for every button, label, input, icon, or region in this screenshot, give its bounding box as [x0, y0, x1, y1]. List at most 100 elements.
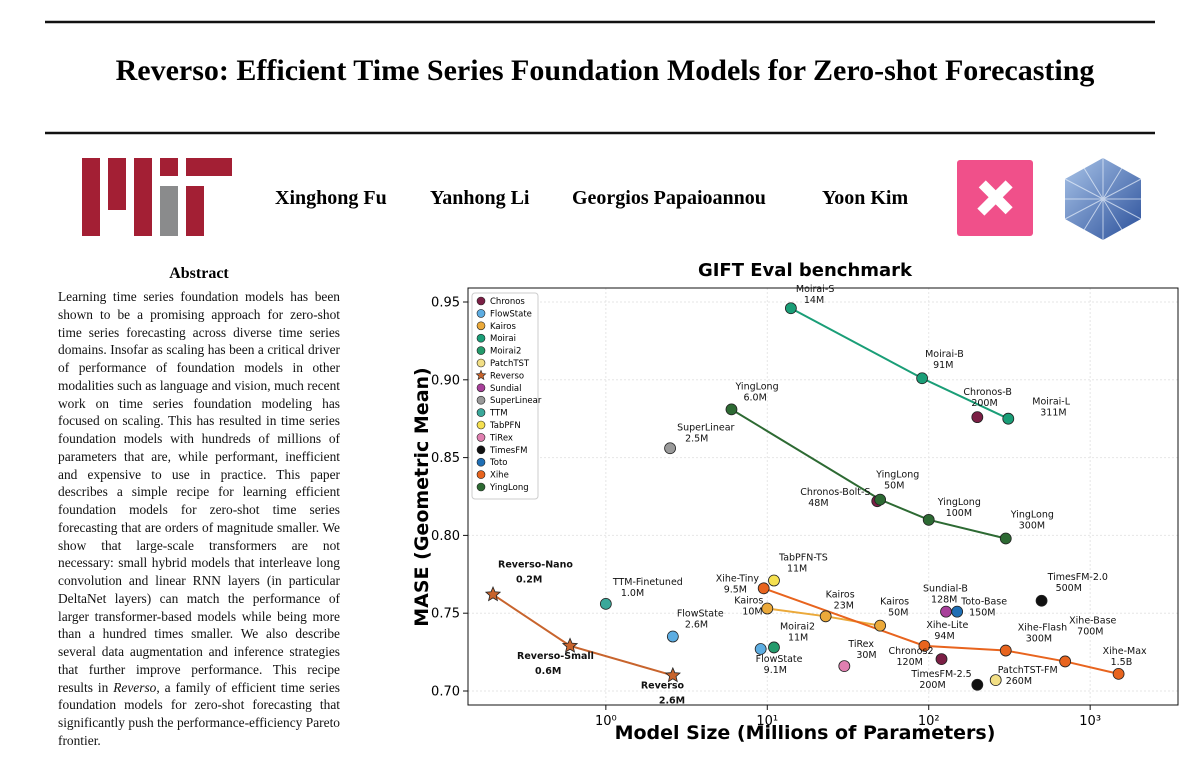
point-label: Chronos2 120M — [889, 646, 934, 668]
point-label-line: Moirai2 — [780, 621, 815, 632]
author: Yoon Kim — [822, 187, 908, 209]
abstract-part: , a family of efficient time series foun… — [58, 679, 340, 748]
point-label: Xihe-Lite 94M — [926, 620, 968, 642]
point-label-line: 300M — [1026, 634, 1052, 645]
point-label-line: Xihe-Lite — [926, 620, 968, 631]
point-label-line: YingLong — [937, 497, 981, 508]
legend-box — [471, 292, 539, 500]
point-label-line: 300M — [1019, 521, 1045, 532]
point — [999, 532, 1012, 545]
y-tick-label: 0.75 — [431, 607, 460, 622]
point-label: TTM-Finetuned 1.0M — [612, 577, 683, 599]
point — [819, 610, 832, 623]
legend-marker — [476, 321, 486, 331]
legend-marker — [476, 408, 486, 417]
y-tick-label: 0.95 — [431, 296, 460, 311]
pink-logo — [957, 160, 1033, 236]
point-label-line: 11M — [787, 564, 807, 575]
point-label-line: 311M — [1040, 408, 1066, 419]
point — [1035, 594, 1048, 607]
legend-marker — [476, 383, 486, 393]
point — [664, 442, 676, 455]
point-label: Xihe-Base 700M — [1069, 615, 1116, 637]
legend-marker — [476, 333, 486, 343]
point — [918, 639, 931, 652]
point-label-line: Kairos — [734, 596, 763, 607]
point-label: Kairos 10M — [734, 596, 763, 618]
legend-label: TTM — [489, 409, 508, 419]
chart-title: GIFT Eval benchmark — [698, 260, 913, 281]
point-label: Sundial-B 128M — [923, 584, 968, 606]
point — [922, 513, 935, 526]
point-label-line: Reverso — [641, 680, 685, 691]
point-label-line: FlowState — [756, 654, 803, 665]
point-label: Chronos-B 200M — [963, 387, 1012, 409]
x-axis-label: Model Size (Millions of Parameters) — [615, 722, 996, 744]
point — [874, 619, 887, 632]
point — [951, 605, 964, 618]
point-label-line: 48M — [808, 498, 828, 509]
legend-label: Moirai2 — [490, 347, 521, 357]
point-label-line: 6.0M — [743, 392, 766, 403]
point — [761, 602, 774, 615]
point-label-line: TimesFM-2.5 — [910, 669, 971, 680]
point — [561, 637, 579, 653]
point-label-line: 100M — [946, 508, 972, 519]
author: Xinghong Fu — [275, 187, 387, 209]
authors: Xinghong Fu Yanhong Li Georgios Papaioan… — [275, 187, 908, 209]
point-label: Chronos-Bolt-S 48M — [800, 487, 870, 509]
point-label: TabPFN-TS 11M — [778, 553, 828, 575]
point-label: FlowState 2.6M — [677, 609, 724, 631]
point-label-line: 14M — [804, 295, 824, 306]
legend-marker — [476, 358, 486, 368]
point-label-line: FlowState — [677, 609, 724, 620]
point-label-line: 2.6M — [659, 695, 685, 706]
point — [999, 644, 1012, 657]
point — [1059, 655, 1072, 668]
legend-marker — [476, 296, 486, 306]
point-label-line: YingLong — [1010, 510, 1054, 521]
point — [971, 678, 984, 691]
mit-logo — [82, 158, 232, 236]
x-tick-label: 10⁰ — [595, 714, 617, 729]
legend-label: YingLong — [489, 483, 529, 493]
legend-marker — [476, 470, 486, 479]
y-tick-label: 0.85 — [431, 451, 460, 466]
point-label-line: YingLong — [875, 470, 919, 481]
point — [484, 585, 502, 602]
legend-label: Moirai — [490, 334, 516, 344]
point-label: Kairos 50M — [880, 597, 909, 619]
point-label-line: 128M — [931, 595, 957, 606]
y-axis-label: MASE (Geometric Mean) — [411, 367, 433, 626]
point — [666, 630, 679, 643]
point-label-line: Chronos-B — [963, 387, 1012, 398]
point-label-line: Xihe-Max — [1103, 646, 1147, 657]
hex-logo — [1064, 158, 1142, 240]
point-label: Toto-Base 150M — [960, 597, 1007, 619]
point — [916, 372, 929, 385]
legend-label: TabPFN — [489, 421, 521, 431]
point-label-line: Moirai-B — [925, 349, 964, 360]
point-label-line: TTM-Finetuned — [612, 577, 683, 588]
author: Georgios Papaioannou — [572, 187, 766, 209]
author: Yanhong Li — [430, 187, 530, 209]
point-label-line: Moirai-S — [796, 284, 834, 295]
legend-marker — [476, 395, 486, 405]
plot-frame — [467, 287, 1179, 706]
legend-label: TimesFM — [489, 446, 527, 456]
point — [768, 574, 780, 587]
point-label: Moirai-L 311M — [1032, 397, 1070, 419]
point-label-line: 120M — [897, 657, 923, 668]
point-label: Moirai-B 91M — [925, 349, 964, 371]
legend-marker — [476, 309, 486, 318]
point-label-line: TabPFN-TS — [778, 553, 828, 564]
point-label-line: 200M — [919, 680, 945, 691]
x-tick-label: 10² — [918, 714, 940, 729]
legend-label: Kairos — [490, 322, 517, 332]
point-label: FlowState 9.1M — [756, 654, 803, 676]
point — [874, 493, 887, 506]
y-tick-label: 0.90 — [431, 373, 460, 388]
abstract-emphasis: Reverso — [113, 679, 157, 695]
point-label: PatchTST-FM 260M — [998, 665, 1058, 687]
